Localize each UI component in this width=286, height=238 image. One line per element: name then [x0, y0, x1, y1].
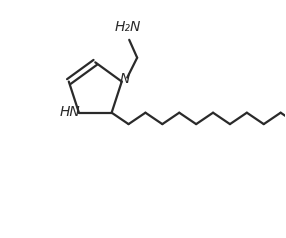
Text: N: N — [120, 72, 130, 86]
Text: H₂N: H₂N — [114, 20, 141, 34]
Text: HN: HN — [60, 105, 81, 119]
